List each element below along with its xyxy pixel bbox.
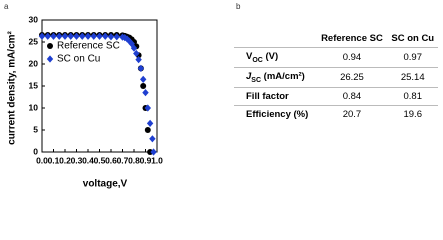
row-label: Efficiency (%): [234, 104, 317, 123]
data-point: [67, 32, 74, 40]
data-point: [137, 64, 145, 72]
row-label: JSC (mA/cm²): [234, 66, 317, 88]
x-axis-label: voltage,V: [83, 179, 128, 190]
header-cell: [234, 30, 316, 48]
table-row: Fill factor 0.84 0.81: [234, 86, 438, 106]
data-point: [130, 44, 138, 52]
legend-marker: [46, 55, 54, 63]
chart: voltage,V current density, mA/cm² 0.0 0.1…: [7, 14, 164, 190]
data-point: [61, 32, 69, 40]
table-row: JSC (mA/cm²) 26.25 25.14: [234, 66, 438, 88]
label-text: V: [246, 51, 253, 62]
panel-label: b: [236, 2, 241, 11]
label-text: Fill factor: [246, 90, 289, 102]
data-point: [50, 32, 57, 40]
data-point: [140, 83, 147, 89]
row-label: VOC (V): [234, 47, 317, 68]
x-tick-label: 0.2: [59, 155, 71, 165]
data-point: [150, 148, 157, 156]
y-tick-label: 25: [29, 36, 39, 46]
legend-label: SC on Cu: [57, 54, 100, 65]
table-row: Efficiency (%) 20.7 19.6: [234, 104, 438, 123]
y-tick-label: 30: [29, 14, 39, 24]
x-tick-label: 0.9: [140, 155, 152, 165]
data-point: [96, 32, 103, 40]
data-point: [142, 89, 149, 97]
data-point: [121, 34, 128, 42]
x-tick-label: 0.1: [48, 155, 60, 165]
y-tick-label: 20: [29, 58, 39, 68]
x-tick-label: 1.0: [151, 155, 163, 165]
data-point: [126, 37, 133, 45]
data-point: [44, 32, 51, 40]
y-axis-label: current density, mA/cm²: [7, 30, 18, 144]
header-cell: SC on Cu: [391, 33, 435, 44]
x-tick-label: 0.8: [128, 155, 140, 165]
table-cell: 19.6: [387, 104, 438, 123]
table-row: VOC (V) 0.94 0.97: [234, 47, 438, 68]
y-tick-label: 5: [33, 124, 38, 134]
data-point: [140, 75, 147, 83]
data-point: [147, 149, 154, 155]
table-cell: 0.84: [316, 86, 388, 106]
x-tick-label: 0.3: [71, 155, 83, 165]
data-point: [135, 56, 142, 64]
y-tick-label: 15: [29, 80, 39, 90]
row-label: Fill factor: [234, 86, 317, 106]
table-cell: 20.7: [316, 104, 388, 123]
legend-label: Reference SC: [57, 41, 120, 52]
y-tick-label: 10: [29, 102, 39, 112]
label-text: J: [246, 70, 252, 82]
table: Reference SC SC on Cu VOC (V) 0.94 0.97 JSC…: [234, 30, 438, 123]
x-tick-label: 0.4: [82, 155, 94, 165]
data-point: [84, 32, 92, 40]
y-tick-label: 0: [33, 146, 38, 156]
data-point: [79, 32, 86, 40]
subscript: SC: [251, 76, 262, 84]
table-cell: 0.94: [316, 47, 388, 68]
table-cell: 0.97: [387, 47, 438, 68]
x-tick-label: 0.5: [94, 155, 106, 165]
data-point: [149, 135, 156, 143]
x-tick-label: 0.6: [105, 155, 117, 165]
data-point: [38, 32, 46, 40]
header-cell: Reference SC: [321, 33, 383, 44]
data-point: [133, 49, 140, 58]
label-text: (mA/cm²): [261, 70, 305, 82]
data-point: [144, 104, 151, 112]
data-point: [107, 33, 115, 41]
page: a b voltage,V current density, mA/cm² 0.…: [4, 2, 438, 190]
label-text: (V): [262, 51, 279, 62]
data-point: [113, 33, 120, 41]
table-cell: 0.81: [387, 86, 438, 106]
header-row: Reference SC SC on Cu: [234, 30, 438, 48]
x-tick-label: 0.0: [36, 155, 48, 165]
panel-label: a: [4, 2, 9, 11]
data-point: [144, 127, 151, 133]
data-point: [56, 32, 63, 40]
table-cell: 25.14: [387, 66, 438, 88]
label-text: Efficiency (%): [246, 108, 309, 120]
data-point: [146, 119, 154, 127]
data-point: [90, 32, 97, 40]
data-point: [73, 32, 80, 40]
table-cell: 26.25: [316, 66, 388, 88]
legend-marker: [47, 43, 53, 49]
x-tick-label: 0.7: [117, 155, 129, 165]
data-point: [102, 32, 109, 40]
subscript: OC: [252, 56, 263, 64]
